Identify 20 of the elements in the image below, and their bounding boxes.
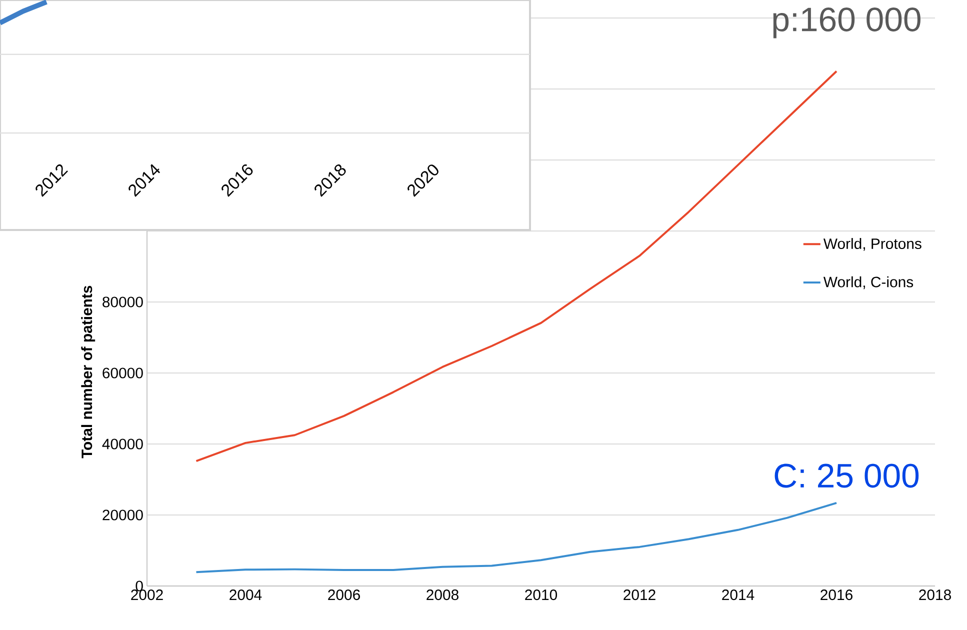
x-tick-label: 2014 (722, 590, 754, 600)
y-tick-label: 0 (136, 580, 143, 592)
annotation: p:160 000 (773, 8, 920, 38)
x-tick-label: 2002 (131, 590, 163, 600)
y-tick-label: 20000 (102, 510, 143, 520)
x-tick-label: 2012 (624, 590, 656, 600)
x-tick-label: 2010 (525, 590, 558, 600)
x-tick-label: 2016 (820, 590, 852, 600)
x-tick-label: 2004 (230, 590, 262, 600)
legend-label: World, C-ions (823, 276, 914, 290)
y-axis-title: Total number of patients (81, 286, 96, 458)
x-tick-label: 2006 (328, 590, 360, 600)
x-tick-label: 2018 (919, 590, 951, 600)
legend-label: World, Protons (823, 238, 922, 251)
x-tick-label: 2008 (426, 590, 458, 600)
annotation: C: 25 000 (774, 464, 919, 488)
line-series (195, 502, 838, 574)
y-tick-label: 80000 (102, 296, 143, 308)
y-tick-label: 40000 (102, 438, 143, 450)
y-tick-label: 60000 (102, 368, 143, 378)
